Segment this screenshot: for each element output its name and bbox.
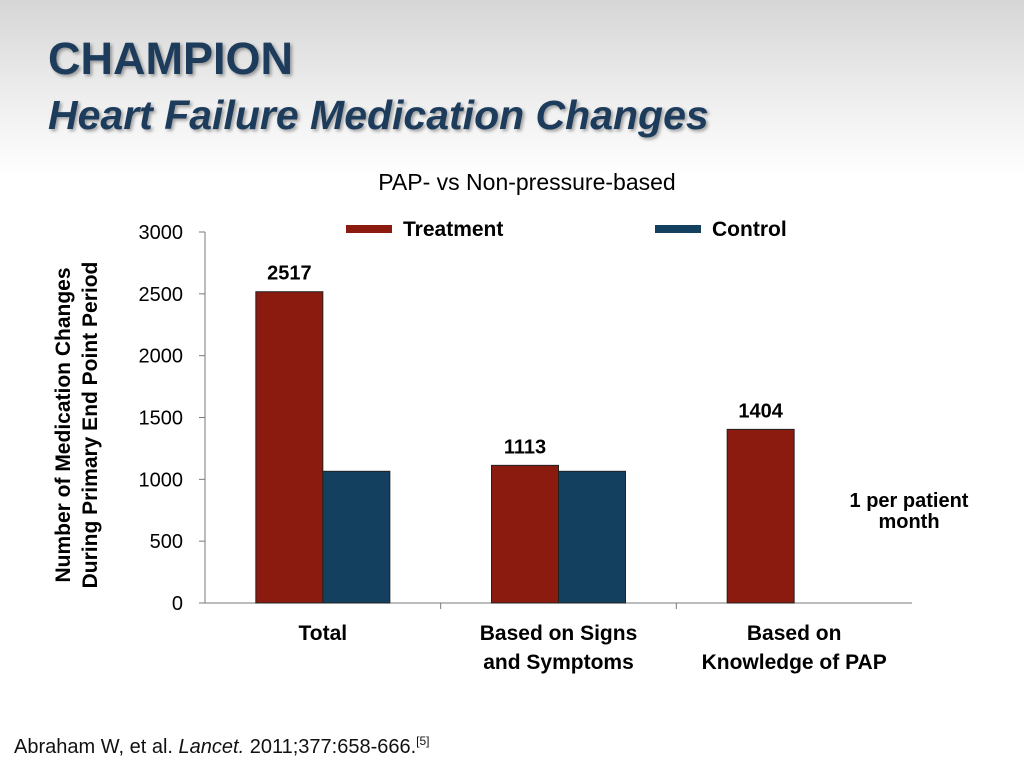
citation-details: 2011;377:658-666. xyxy=(249,736,417,758)
bar-treatment xyxy=(491,464,559,604)
data-label: 1113 xyxy=(504,436,546,458)
bar-control xyxy=(322,470,391,604)
citation-journal: Lancet. xyxy=(178,736,245,758)
legend-swatch-treatment xyxy=(346,225,392,233)
legend: Treatment Control xyxy=(346,218,787,241)
annotation-line1: 1 per patient xyxy=(850,490,969,512)
x-tick-label: and Symptoms xyxy=(483,651,634,674)
annotation: 1 per patient month xyxy=(850,490,969,533)
citation: Abraham W, et al. Lancet. 2011;377:658-6… xyxy=(14,734,430,759)
slide-title: CHAMPION xyxy=(48,33,293,84)
y-tick-label: 2500 xyxy=(139,284,184,306)
y-tick-label: 1500 xyxy=(139,408,184,430)
bar-treatment xyxy=(255,291,324,604)
axes: 0 500 1000 1500 2000 2500 3000 xyxy=(139,222,912,615)
data-label: 2517 xyxy=(267,263,312,285)
legend-swatch-control xyxy=(655,225,701,233)
x-tick-label: Total xyxy=(299,622,348,645)
x-tick-label: Knowledge of PAP xyxy=(702,651,887,674)
bars xyxy=(255,291,795,604)
y-tick-label: 500 xyxy=(150,531,183,553)
y-tick-label: 1000 xyxy=(139,469,184,491)
bar-treatment xyxy=(726,428,795,604)
citation-authors: Abraham W, et al. xyxy=(14,736,173,758)
bar-control xyxy=(558,470,626,604)
y-axis-label-line2: During Primary End Point Period xyxy=(79,262,102,589)
annotation-line2: month xyxy=(878,511,939,533)
category-labels: Total Based on Signs and Symptoms Based on K… xyxy=(299,622,887,674)
y-tick-label: 3000 xyxy=(139,222,184,244)
y-tick-label: 0 xyxy=(172,593,183,615)
y-tick-label: 2000 xyxy=(139,346,184,368)
x-tick-label: Based on Signs xyxy=(480,622,638,645)
y-axis-label-line1: Number of Medication Changes xyxy=(52,267,75,582)
x-tick-label: Based on xyxy=(747,622,842,645)
chart-title: PAP- vs Non-pressure-based xyxy=(378,169,675,195)
y-axis-label: Number of Medication Changes During Prim… xyxy=(52,262,102,589)
legend-label-treatment: Treatment xyxy=(403,218,503,241)
citation-ref: [5] xyxy=(416,734,430,748)
legend-label-control: Control xyxy=(712,218,787,241)
data-labels: 2517 1113 1404 xyxy=(267,263,784,459)
slide-subtitle: Heart Failure Medication Changes xyxy=(48,92,709,138)
data-label: 1404 xyxy=(738,400,783,422)
